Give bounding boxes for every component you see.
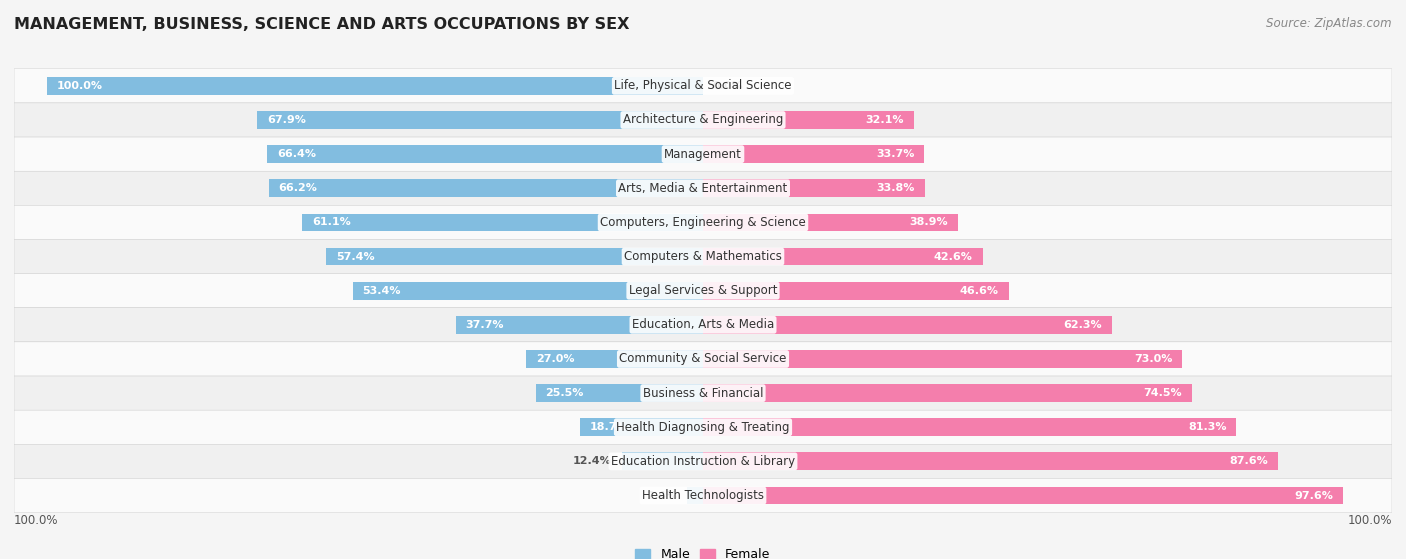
- Text: 25.5%: 25.5%: [546, 388, 583, 398]
- FancyBboxPatch shape: [14, 205, 1392, 239]
- FancyBboxPatch shape: [14, 342, 1392, 376]
- Legend: Male, Female: Male, Female: [630, 543, 776, 559]
- Bar: [269, 179, 703, 197]
- Bar: [536, 384, 703, 402]
- Bar: [703, 179, 925, 197]
- Text: Architecture & Engineering: Architecture & Engineering: [623, 113, 783, 126]
- Bar: [326, 248, 703, 266]
- FancyBboxPatch shape: [14, 479, 1392, 513]
- Bar: [581, 418, 703, 436]
- Text: Business & Financial: Business & Financial: [643, 387, 763, 400]
- Bar: [703, 487, 1343, 504]
- Text: Legal Services & Support: Legal Services & Support: [628, 284, 778, 297]
- Bar: [703, 214, 959, 231]
- Bar: [353, 282, 703, 300]
- Text: 100.0%: 100.0%: [56, 81, 103, 91]
- FancyBboxPatch shape: [14, 137, 1392, 171]
- Text: 33.7%: 33.7%: [876, 149, 914, 159]
- Text: 37.7%: 37.7%: [465, 320, 503, 330]
- Bar: [703, 145, 924, 163]
- Bar: [703, 316, 1112, 334]
- Text: 2.4%: 2.4%: [647, 490, 678, 500]
- Text: 42.6%: 42.6%: [934, 252, 973, 262]
- Text: 97.6%: 97.6%: [1295, 490, 1333, 500]
- Bar: [703, 248, 983, 266]
- Bar: [456, 316, 703, 334]
- Text: Computers & Mathematics: Computers & Mathematics: [624, 250, 782, 263]
- Text: 61.1%: 61.1%: [312, 217, 350, 228]
- Text: 73.0%: 73.0%: [1133, 354, 1173, 364]
- Text: Life, Physical & Social Science: Life, Physical & Social Science: [614, 79, 792, 92]
- Text: 62.3%: 62.3%: [1063, 320, 1102, 330]
- Text: 0.0%: 0.0%: [713, 81, 744, 91]
- Text: Management: Management: [664, 148, 742, 160]
- Text: 57.4%: 57.4%: [336, 252, 375, 262]
- Bar: [703, 111, 914, 129]
- Bar: [703, 350, 1182, 368]
- Bar: [267, 145, 703, 163]
- FancyBboxPatch shape: [14, 444, 1392, 479]
- Text: 67.9%: 67.9%: [267, 115, 307, 125]
- FancyBboxPatch shape: [14, 69, 1392, 103]
- Bar: [703, 384, 1192, 402]
- FancyBboxPatch shape: [14, 376, 1392, 410]
- Text: Education Instruction & Library: Education Instruction & Library: [612, 455, 794, 468]
- Text: Arts, Media & Entertainment: Arts, Media & Entertainment: [619, 182, 787, 195]
- Text: Source: ZipAtlas.com: Source: ZipAtlas.com: [1267, 17, 1392, 30]
- Text: 100.0%: 100.0%: [1347, 514, 1392, 527]
- Text: 12.4%: 12.4%: [574, 456, 612, 466]
- FancyBboxPatch shape: [14, 308, 1392, 342]
- Bar: [703, 418, 1236, 436]
- Text: Computers, Engineering & Science: Computers, Engineering & Science: [600, 216, 806, 229]
- Text: 32.1%: 32.1%: [865, 115, 904, 125]
- Text: 66.4%: 66.4%: [277, 149, 316, 159]
- Bar: [621, 452, 703, 470]
- Text: 33.8%: 33.8%: [876, 183, 915, 193]
- Text: 18.7%: 18.7%: [591, 422, 628, 432]
- Text: 53.4%: 53.4%: [363, 286, 401, 296]
- Bar: [703, 282, 1008, 300]
- Text: 81.3%: 81.3%: [1188, 422, 1226, 432]
- Bar: [688, 487, 703, 504]
- Text: Community & Social Service: Community & Social Service: [619, 353, 787, 366]
- Text: 87.6%: 87.6%: [1229, 456, 1268, 466]
- FancyBboxPatch shape: [14, 239, 1392, 273]
- Text: 74.5%: 74.5%: [1143, 388, 1182, 398]
- Bar: [302, 214, 703, 231]
- Text: Health Diagnosing & Treating: Health Diagnosing & Treating: [616, 421, 790, 434]
- Text: Health Technologists: Health Technologists: [643, 489, 763, 502]
- Bar: [257, 111, 703, 129]
- Bar: [46, 77, 703, 94]
- Bar: [703, 452, 1278, 470]
- Text: Education, Arts & Media: Education, Arts & Media: [631, 318, 775, 331]
- FancyBboxPatch shape: [14, 171, 1392, 205]
- FancyBboxPatch shape: [14, 410, 1392, 444]
- FancyBboxPatch shape: [14, 103, 1392, 137]
- Text: 100.0%: 100.0%: [14, 514, 59, 527]
- Text: MANAGEMENT, BUSINESS, SCIENCE AND ARTS OCCUPATIONS BY SEX: MANAGEMENT, BUSINESS, SCIENCE AND ARTS O…: [14, 17, 630, 32]
- Bar: [526, 350, 703, 368]
- Text: 27.0%: 27.0%: [536, 354, 574, 364]
- Text: 38.9%: 38.9%: [910, 217, 949, 228]
- Text: 46.6%: 46.6%: [960, 286, 998, 296]
- FancyBboxPatch shape: [14, 273, 1392, 308]
- Text: 66.2%: 66.2%: [278, 183, 318, 193]
